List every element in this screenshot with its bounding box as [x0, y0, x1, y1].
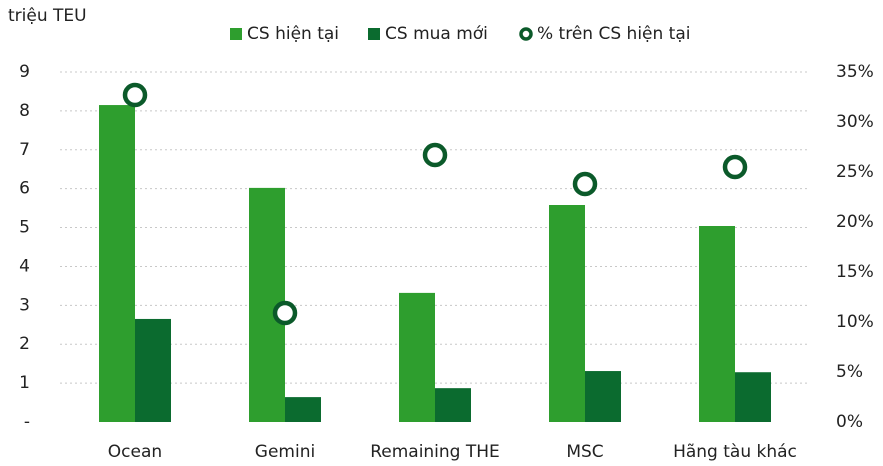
bar	[435, 388, 471, 422]
bar	[399, 292, 435, 422]
bar	[699, 226, 735, 422]
y-tick-label: 9	[19, 62, 30, 82]
legend-marker	[230, 28, 242, 40]
x-tick-label: Ocean	[108, 442, 162, 462]
x-tick-label: Remaining THE	[370, 442, 500, 462]
y-tick-label: 5	[19, 218, 30, 238]
y-tick-label: 4	[19, 256, 30, 276]
y-tick-label: 6	[19, 179, 30, 199]
bar	[285, 397, 321, 422]
legend-label: CS hiện tại	[247, 24, 339, 44]
bar	[99, 105, 135, 423]
y-axis-label: triệu TEU	[8, 6, 87, 26]
y2-tick-label: 25%	[836, 162, 874, 182]
bar	[549, 205, 585, 422]
bar	[585, 371, 621, 422]
x-tick-label: Hãng tàu khác	[673, 442, 797, 462]
y-tick-label: 8	[19, 101, 30, 121]
y-tick-label: 7	[19, 140, 30, 160]
scatter-point	[122, 82, 148, 108]
scatter-point	[422, 142, 448, 168]
y2-tick-label: 15%	[836, 262, 874, 282]
scatter-point	[722, 154, 748, 180]
x-tick-label: MSC	[566, 442, 603, 462]
y2-tick-label: 5%	[836, 362, 863, 382]
y2-tick-label: 0%	[836, 412, 863, 432]
bar	[735, 372, 771, 422]
y-tick-label: 1	[19, 373, 30, 393]
y2-tick-label: 35%	[836, 62, 874, 82]
y-tick-label: -	[24, 412, 30, 432]
y2-tick-label: 10%	[836, 312, 874, 332]
legend-label: CS mua mới	[385, 24, 488, 44]
legend-label: % trên CS hiện tại	[537, 24, 690, 44]
legend-marker	[368, 28, 380, 40]
scatter-point	[272, 300, 298, 326]
scatter-point	[572, 171, 598, 197]
y2-tick-label: 30%	[836, 112, 874, 132]
x-tick-label: Gemini	[255, 442, 315, 462]
y2-tick-label: 20%	[836, 212, 874, 232]
bar	[135, 318, 171, 422]
y-tick-label: 2	[19, 334, 30, 354]
legend-marker	[519, 27, 533, 41]
y-tick-label: 3	[19, 295, 30, 315]
